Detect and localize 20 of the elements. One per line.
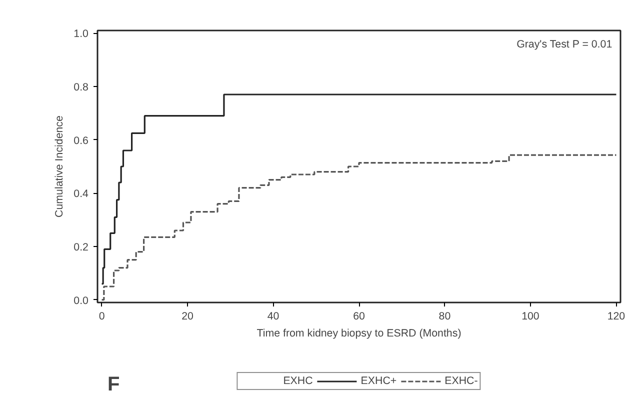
y-axis-title: Cumulative Incidence: [54, 115, 66, 218]
x-tick-label: 40: [267, 310, 280, 322]
y-tick-label: 0.6: [74, 134, 89, 147]
x-tick-label: 80: [438, 310, 451, 322]
legend-title: EXHC: [283, 375, 313, 387]
legend-label: EXHC+: [360, 375, 397, 387]
legend-label: EXHC-: [444, 375, 478, 387]
x-axis-title: Time from kidney biopsy to ESRD (Months): [256, 328, 462, 340]
x-tick-label: 120: [607, 310, 626, 322]
y-tick-label: 0.4: [74, 188, 89, 200]
y-tick-label: 0.2: [74, 242, 89, 254]
x-tick-label: 60: [353, 310, 365, 322]
y-tick-label: 0.8: [74, 82, 89, 94]
y-tick-label: 0.0: [74, 294, 89, 307]
y-tick-label: 1.0: [74, 28, 89, 40]
x-tick-label: 20: [182, 310, 194, 322]
x-tick-label: 0: [98, 310, 105, 322]
text: F: [107, 374, 120, 396]
x-tick-label: 100: [522, 310, 540, 322]
annotation: Gray's Test P = 0.01: [516, 38, 612, 50]
